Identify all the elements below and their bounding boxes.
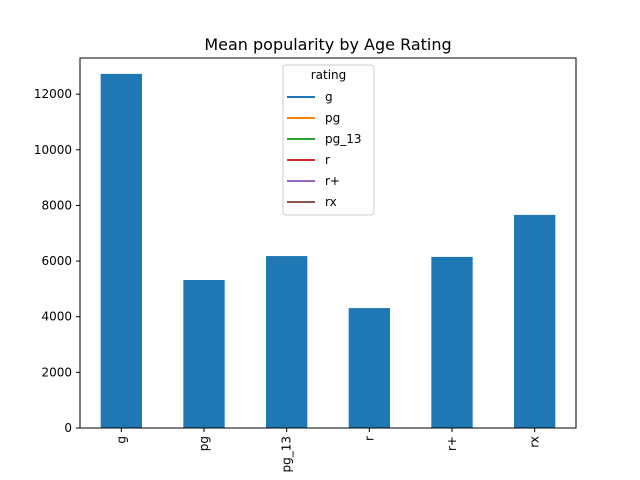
legend-label-g: g [325,90,333,104]
x-tick-label: g [114,436,128,444]
y-tick-label: 12000 [34,87,72,101]
legend-label-pg_13: pg_13 [325,132,362,146]
bar-rx [514,214,556,428]
legend-label-r: r [325,153,330,167]
x-tick-label: rx [528,436,542,448]
bar-pg [183,280,225,428]
y-axis: 0 2000 4000 6000 8000 10000 12000 [34,87,80,435]
legend-title: rating [311,68,347,82]
y-tick-label: 6000 [41,254,72,268]
bar-pg_13 [266,256,308,428]
x-tick-label: pg_13 [280,436,294,473]
legend-label-rx: rx [325,195,337,209]
x-tick-label: pg [197,436,211,451]
plot-frame [79,57,577,429]
legend: rating g pg pg_13r r+ rx [282,64,375,216]
legend-label-pg: pg [325,111,340,125]
x-tick-label: r [362,436,376,441]
bar-g [100,73,142,428]
bars-group [100,73,556,428]
x-axis: g pg pg_13 r r+ rx [114,428,542,473]
y-tick-label: 10000 [34,143,72,157]
y-tick-label: 4000 [41,310,72,324]
bar-r+ [431,256,473,428]
legend-label-r+: r+ [325,174,340,188]
y-tick-label: 2000 [41,365,72,379]
legend-box [282,64,375,216]
y-tick-label: 0 [64,421,72,435]
x-tick-label: r+ [445,436,459,451]
chart-title: Mean popularity by Age Rating [204,35,451,54]
y-tick-label: 8000 [41,198,72,212]
bar-r [348,308,390,428]
